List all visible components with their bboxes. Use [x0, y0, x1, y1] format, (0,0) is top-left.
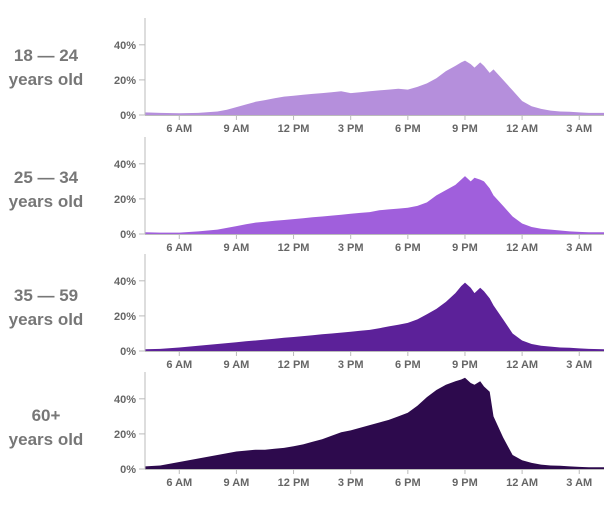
area-series [145, 60, 604, 115]
y-tick-label: 40% [114, 276, 136, 288]
chart-panel-3: 40% 20% 0% 6 AM 9 AM 12 PM 3 PM 6 PM 9 PM 12 AM 3 … [114, 254, 604, 371]
x-tick-label: 6 AM [166, 477, 192, 489]
x-tick-label: 6 PM [395, 123, 421, 135]
x-tick-label: 9 AM [223, 242, 249, 254]
x-tick-label: 9 AM [223, 477, 249, 489]
x-tick-label: 12 AM [506, 123, 538, 135]
y-tick-label: 40% [114, 40, 136, 52]
x-tick-label: 3 PM [338, 123, 364, 135]
x-tick-label: 3 AM [566, 123, 592, 135]
y-tick-label: 20% [114, 311, 136, 323]
y-tick-label: 0% [120, 464, 136, 476]
area-series [145, 176, 604, 234]
x-tick-label: 9 AM [223, 123, 249, 135]
age-group-label-line: 25 — 34 [13, 168, 79, 187]
age-group-label-line: 60+ [31, 406, 61, 425]
age-group-label: 18 — 24 years old [0, 44, 92, 92]
age-group-label-line: 35 — 59 [13, 286, 79, 305]
x-tick-label: 3 AM [566, 242, 592, 254]
y-tick-label: 20% [114, 194, 136, 206]
chart-panel-1: 40% 20% 0% 6 AM 9 AM 12 PM 3 PM 6 PM 9 PM 12 AM 3 … [114, 18, 604, 135]
x-tick-label: 6 PM [395, 477, 421, 489]
age-group-label-line: years old [8, 192, 84, 211]
y-tick-label: 0% [120, 110, 136, 122]
y-tick-label: 20% [114, 75, 136, 87]
x-tick-label: 12 AM [506, 359, 538, 371]
x-tick-label: 9 AM [223, 359, 249, 371]
chart-panel-2: 40% 20% 0% 6 AM 9 AM 12 PM 3 PM 6 PM 9 PM 12 AM 3 … [114, 137, 604, 254]
x-tick-label: 6 PM [395, 359, 421, 371]
x-tick-label: 9 PM [452, 242, 478, 254]
x-tick-label: 12 PM [278, 359, 310, 371]
age-group-label-line: years old [8, 70, 84, 89]
x-tick-label: 12 PM [278, 477, 310, 489]
y-tick-label: 0% [120, 346, 136, 358]
x-tick-label: 9 PM [452, 359, 478, 371]
x-tick-label: 3 PM [338, 359, 364, 371]
x-tick-label: 3 AM [566, 359, 592, 371]
age-group-label: 35 — 59 years old [0, 284, 92, 332]
area-series [145, 377, 604, 469]
y-tick-label: 40% [114, 159, 136, 171]
chart-panel-4: 40% 20% 0% 6 AM 9 AM 12 PM 3 PM 6 PM 9 PM 12 AM 3 … [114, 372, 604, 489]
age-group-label-line: 18 — 24 [13, 46, 79, 65]
x-tick-label: 3 PM [338, 242, 364, 254]
x-tick-label: 12 PM [278, 123, 310, 135]
x-tick-label: 12 AM [506, 477, 538, 489]
age-group-label-line: years old [8, 310, 84, 329]
age-group-label: 25 — 34 years old [0, 166, 92, 214]
x-tick-label: 12 PM [278, 242, 310, 254]
x-tick-label: 6 PM [395, 242, 421, 254]
x-tick-label: 12 AM [506, 242, 538, 254]
x-tick-label: 3 PM [338, 477, 364, 489]
age-group-label: 60+ years old [0, 404, 92, 452]
y-tick-label: 40% [114, 394, 136, 406]
y-tick-label: 0% [120, 229, 136, 241]
x-tick-label: 6 AM [166, 242, 192, 254]
area-series [145, 282, 604, 351]
x-tick-label: 9 PM [452, 477, 478, 489]
x-tick-label: 6 AM [166, 123, 192, 135]
y-tick-label: 20% [114, 429, 136, 441]
age-group-label-line: years old [8, 430, 84, 449]
x-tick-label: 6 AM [166, 359, 192, 371]
x-tick-label: 9 PM [452, 123, 478, 135]
x-tick-label: 3 AM [566, 477, 592, 489]
